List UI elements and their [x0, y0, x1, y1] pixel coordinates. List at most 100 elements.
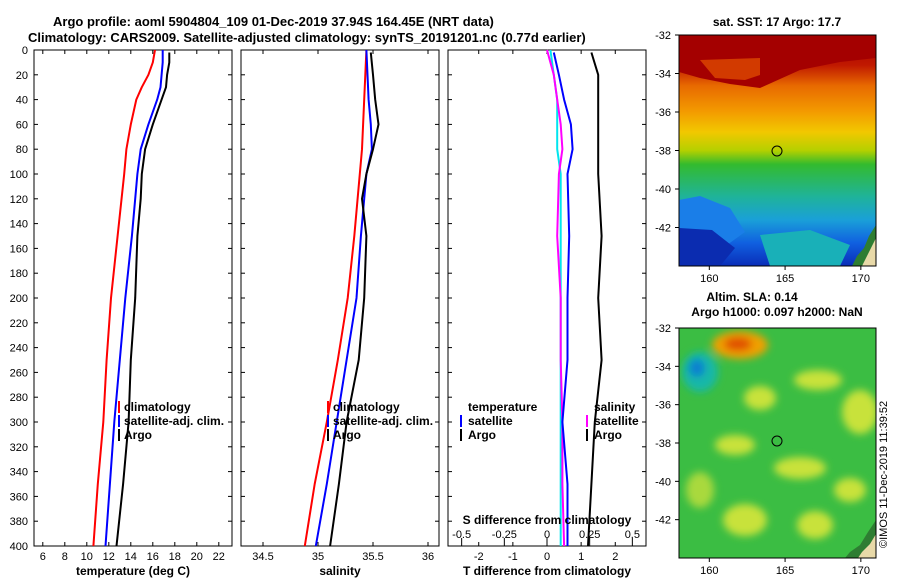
sst-map-ticks: 160 165 170 -32 -34 -36 -38 -40 -42 — [655, 30, 870, 285]
figure-title: Argo profile: aoml 5904804_109 01-Dec-20… — [53, 14, 494, 29]
temperature-profiles — [92, 49, 171, 547]
map-y-tick-label: -34 — [655, 69, 671, 81]
temperature-ticks: 6 8 10 12 14 16 18 20 22 — [34, 49, 232, 563]
sla-yellow-3 — [842, 390, 876, 434]
sla-map-subtitle: Argo h1000: 0.097 h2000: NaN — [691, 305, 862, 319]
legend-label-satellite: satellite-adj. clim. — [124, 414, 224, 428]
map-x-tick-label: 165 — [776, 273, 794, 285]
depth-tick-label: 360 — [10, 491, 28, 503]
x-tick-label: 35.5 — [362, 551, 383, 563]
teal-patch-south — [760, 230, 850, 266]
salinity-axes-frame — [240, 49, 440, 547]
map-x-tick-label: 170 — [852, 273, 870, 285]
sla-yellow-9 — [834, 478, 866, 502]
map-y-tick-label: -34 — [655, 361, 671, 373]
map-y-tick-label: -36 — [655, 400, 671, 412]
x-tick-label: 6 — [40, 551, 46, 563]
x-tick-label: 10 — [81, 551, 93, 563]
depth-tick-label: 380 — [10, 516, 28, 528]
argo-location-marker — [771, 435, 783, 447]
sst-map-field — [679, 35, 876, 266]
depth-tick-label: 120 — [10, 194, 28, 206]
map-y-tick-label: -32 — [655, 30, 671, 42]
legend-title-salinity: salinity — [594, 400, 636, 414]
sla-yellow-8 — [686, 472, 714, 508]
x-tick-label: 34.5 — [252, 551, 273, 563]
difference-axes-frame — [447, 49, 647, 547]
top-x-tick-label: 0.25 — [579, 529, 600, 541]
coast-sandy — [862, 238, 876, 266]
x-tick-label: 12 — [103, 551, 115, 563]
series-line-climatology — [303, 49, 368, 547]
depth-tick-label: 40 — [16, 95, 28, 107]
difference-profiles — [546, 49, 603, 547]
x-tick-label: 1 — [578, 551, 584, 563]
depth-tick-label: 320 — [10, 442, 28, 454]
temperature-xlabel: temperature (deg C) — [76, 564, 190, 578]
figure-subtitle: Climatology: CARS2009. Satellite-adjuste… — [28, 30, 586, 45]
map-y-tick-label: -32 — [655, 323, 671, 335]
depth-tick-label: 140 — [10, 219, 28, 231]
map-y-tick-label: -42 — [655, 223, 671, 235]
map-y-tick-label: -36 — [655, 107, 671, 119]
salinity-profiles — [303, 49, 380, 547]
map-x-tick-label: 160 — [700, 565, 718, 577]
legend-title-temperature: temperature — [468, 400, 538, 414]
map-x-tick-label: 170 — [852, 565, 870, 577]
depth-tick-label: 300 — [10, 417, 28, 429]
argo-location-marker — [771, 145, 783, 157]
map-y-tick-label: -40 — [655, 476, 671, 488]
depth-tick-label: 160 — [10, 243, 28, 255]
top-x-tick-label: 0.5 — [625, 529, 640, 541]
x-tick-label: 35 — [312, 551, 324, 563]
depth-tick-label: 240 — [10, 343, 28, 355]
legend-label-argo: Argo — [124, 428, 152, 442]
sla-yellow-4 — [715, 435, 755, 455]
legend-label-argo: Argo — [333, 428, 361, 442]
sla-map-title: Altim. SLA: 0.14 — [706, 290, 798, 304]
legend-label-sal-argo: Argo — [594, 428, 622, 442]
sst-map-title: sat. SST: 17 Argo: 17.7 — [713, 15, 842, 29]
sla-yellow-7 — [797, 511, 833, 539]
legend-label-climatology: climatology — [333, 400, 400, 414]
x-tick-label: 8 — [62, 551, 68, 563]
sla-yellow-2 — [794, 370, 842, 390]
salinity-ticks: 34.5 35 35.5 36 — [241, 49, 439, 563]
legend-label-climatology: climatology — [124, 400, 191, 414]
salinity-panel: 34.5 35 35.5 36 salinity climatology satell… — [240, 49, 440, 578]
difference-xlabel: T difference from climatology — [463, 564, 631, 578]
series-line-temperature-argo — [587, 52, 603, 547]
x-tick-label: 16 — [147, 551, 159, 563]
difference-panel: -2 -1 0 1 2 -0.5 -0.25 0 0.25 0.5 T difference fr… — [447, 49, 647, 578]
map-x-tick-label: 160 — [700, 273, 718, 285]
difference-top-xlabel: S difference from climatology — [463, 513, 632, 527]
legend-label-satellite: satellite-adj. clim. — [333, 414, 433, 428]
sst-map: sat. SST: 17 Argo: 17.7 160 165 170 -32 -34 -… — [655, 15, 877, 285]
map-y-tick-label: -38 — [655, 438, 671, 450]
x-tick-label: -2 — [474, 551, 484, 563]
depth-tick-label: 60 — [16, 119, 28, 131]
sla-map-ticks: 160 165 170 -32 -34 -36 -38 -40 -42 — [655, 323, 870, 577]
x-tick-label: 18 — [169, 551, 181, 563]
map-y-tick-label: -40 — [655, 184, 671, 196]
depth-tick-label: 400 — [10, 541, 28, 553]
map-y-tick-label: -42 — [655, 515, 671, 527]
x-tick-label: 14 — [125, 551, 137, 563]
sla-anomaly-blobs — [682, 331, 876, 539]
depth-tick-label: 280 — [10, 392, 28, 404]
map-y-tick-label: -38 — [655, 146, 671, 158]
warm-tongue — [700, 58, 760, 80]
series-line-climatology — [92, 49, 156, 547]
sla-map-field — [679, 328, 876, 558]
difference-legend: temperature satellite Argo salinity sate… — [460, 400, 639, 442]
depth-tick-labels: 0 20 40 60 80 100 120 140 160 180 200 220 240 260 280 3… — [10, 45, 28, 553]
sla-map: Altim. SLA: 0.14 Argo h1000: 0.097 h2000… — [655, 290, 877, 577]
depth-tick-label: 180 — [10, 268, 28, 280]
series-line-satellite-adj-clim- — [104, 50, 164, 547]
top-x-tick-label: -0.5 — [452, 529, 471, 541]
salinity-legend: climatology satellite-adj. clim. Argo — [327, 400, 433, 442]
top-x-tick-label: -0.25 — [492, 529, 517, 541]
depth-tick-label: 0 — [22, 45, 28, 57]
depth-tick-label: 260 — [10, 367, 28, 379]
depth-tick-label: 80 — [16, 144, 28, 156]
